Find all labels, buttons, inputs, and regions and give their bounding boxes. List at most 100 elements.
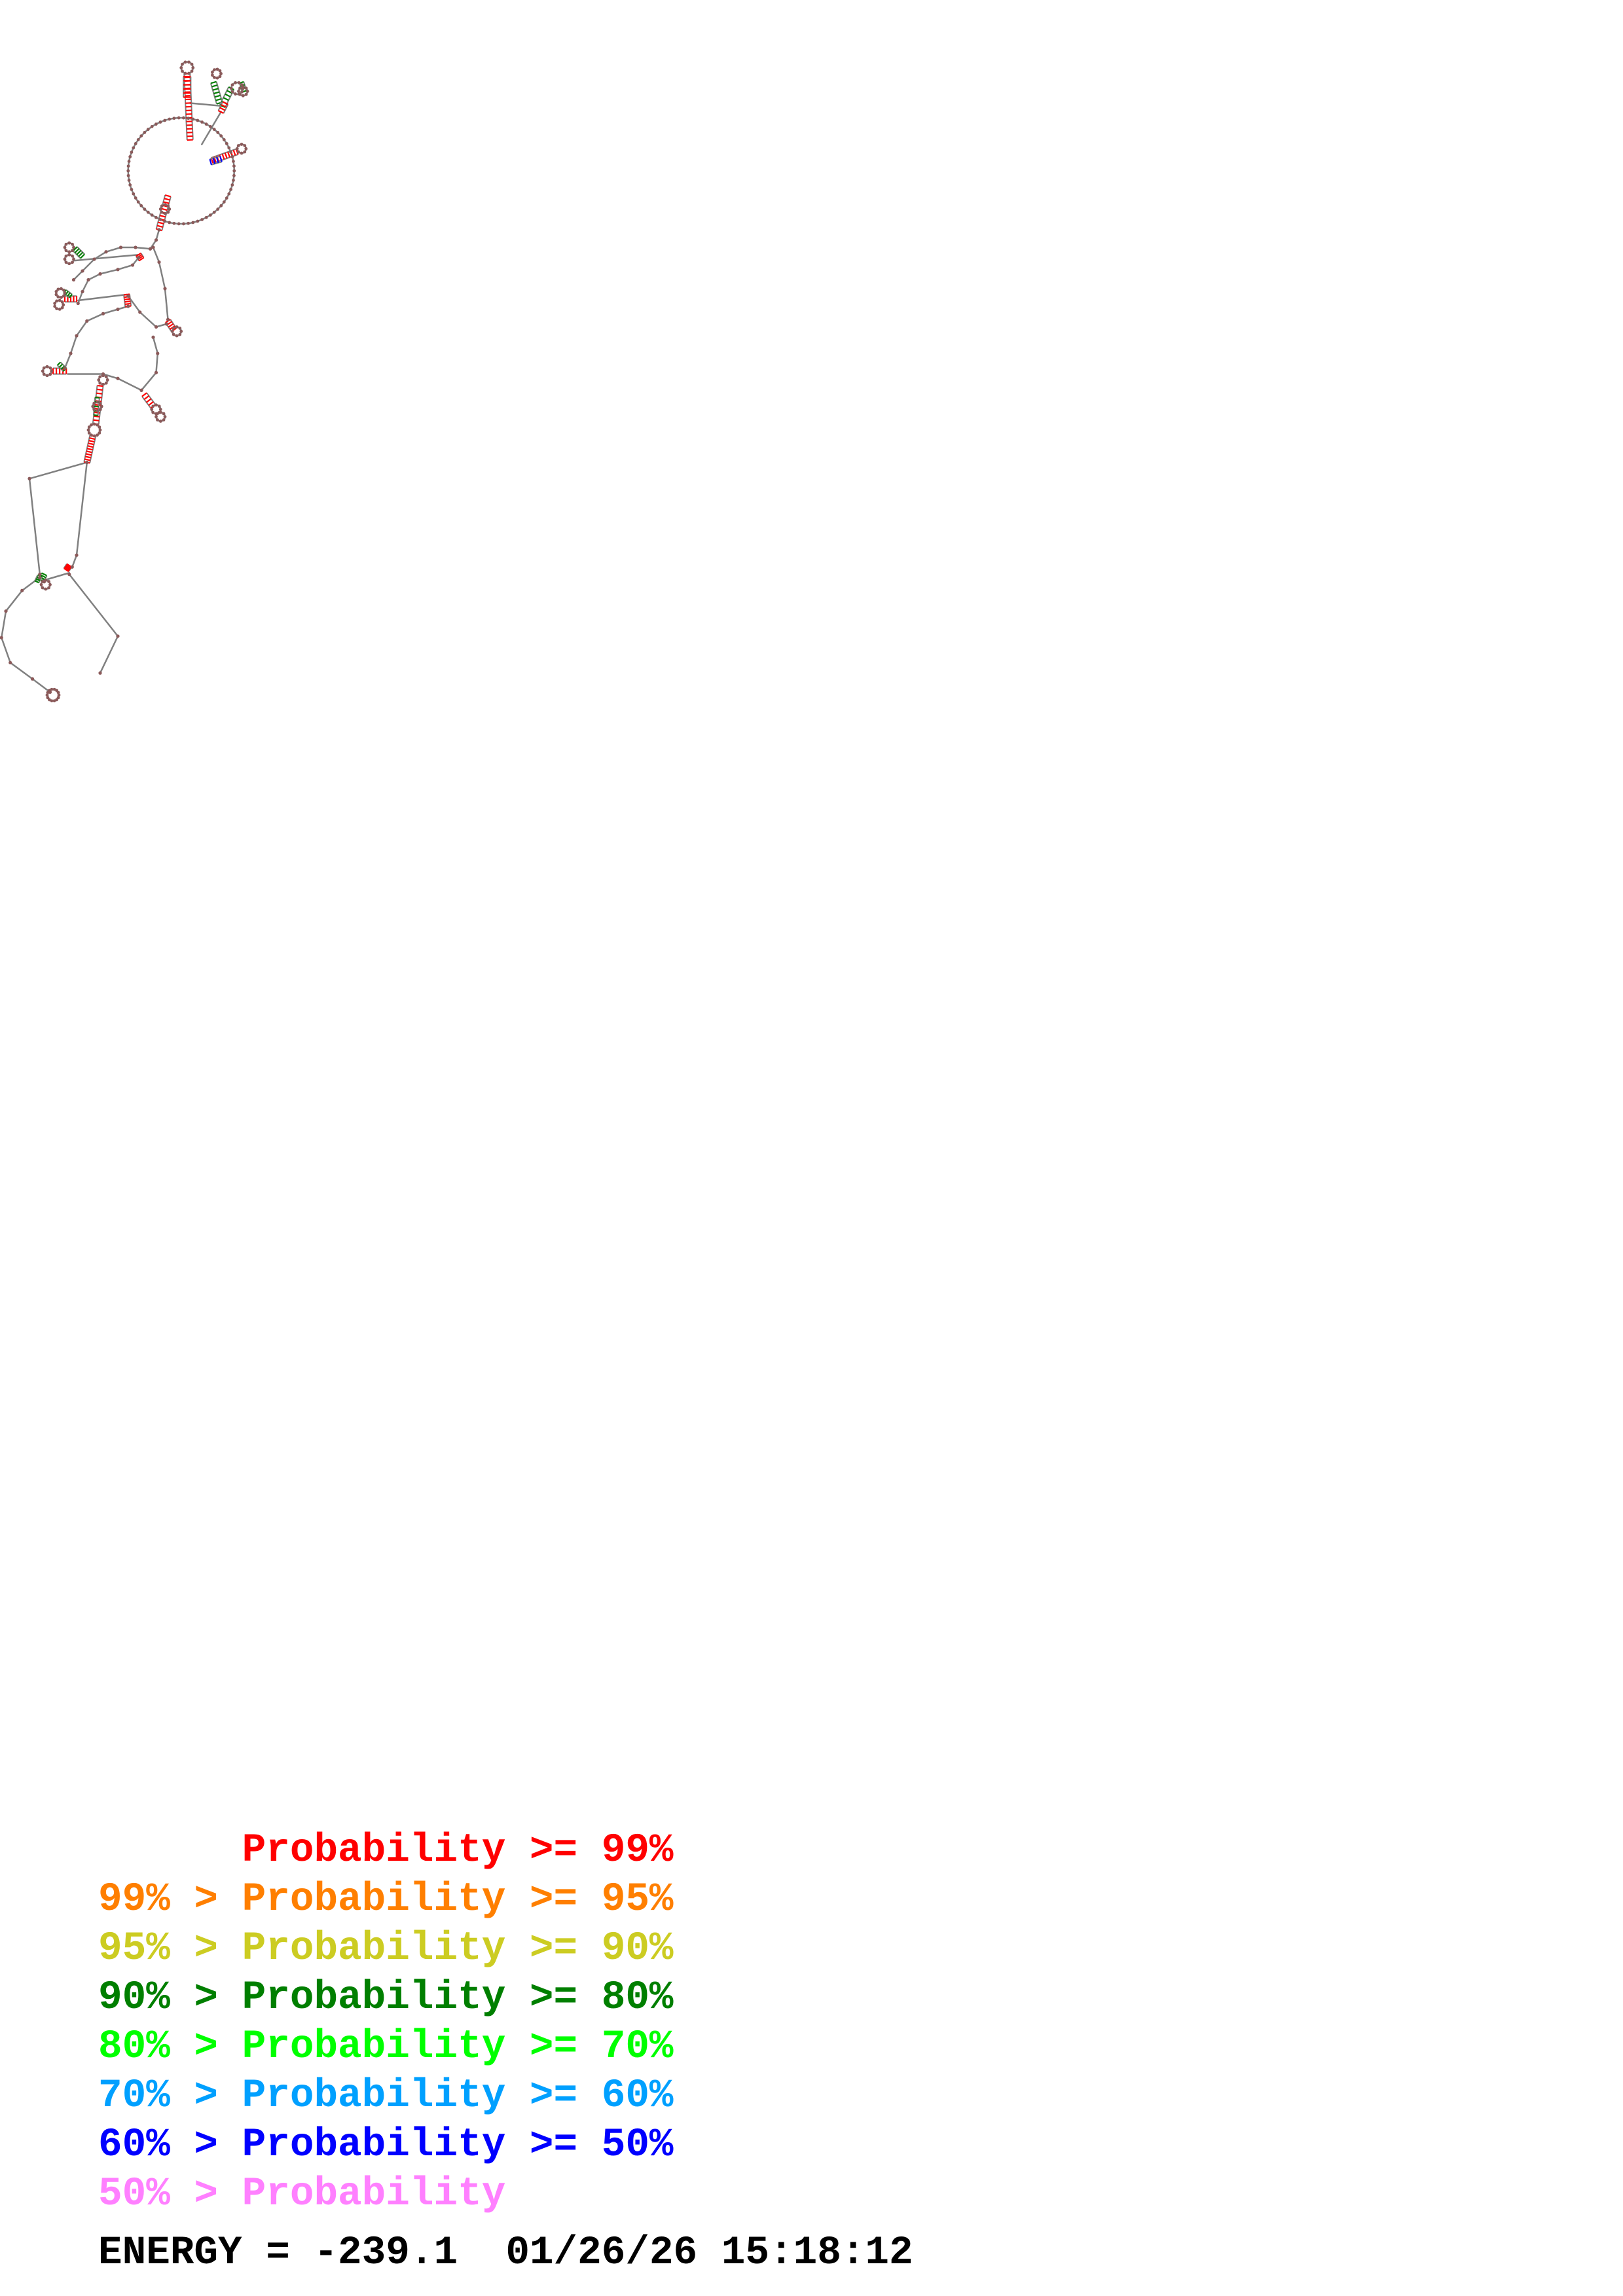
base-node xyxy=(63,257,67,261)
base-node xyxy=(168,207,172,211)
base-node xyxy=(119,245,123,249)
base-node xyxy=(67,241,71,245)
base-node xyxy=(92,434,96,438)
base-node xyxy=(70,565,74,569)
base-pair xyxy=(217,110,225,114)
base-node xyxy=(229,86,233,90)
base-node xyxy=(177,116,181,120)
base-pair xyxy=(136,252,141,257)
base-node xyxy=(54,290,58,293)
base-node xyxy=(128,183,132,187)
base-node xyxy=(50,699,54,703)
base-node xyxy=(232,173,236,177)
base-node xyxy=(139,134,143,138)
base-pair xyxy=(161,207,168,211)
base-node xyxy=(44,587,48,591)
helix-strand xyxy=(211,161,223,166)
base-node xyxy=(160,210,164,214)
helix-strand xyxy=(210,155,221,160)
base-node xyxy=(216,131,220,134)
base-node xyxy=(172,221,176,225)
base-pair xyxy=(163,201,170,204)
base-node xyxy=(98,431,101,435)
base-pair xyxy=(80,253,85,259)
base-node xyxy=(98,375,102,379)
base-node xyxy=(52,687,56,691)
base-node xyxy=(156,418,159,422)
base-node xyxy=(67,262,71,266)
base-node xyxy=(126,304,130,308)
base-node xyxy=(143,207,147,211)
base-node xyxy=(181,116,185,120)
base-node xyxy=(98,671,102,675)
base-node xyxy=(127,160,131,163)
base-pair xyxy=(34,580,39,584)
base-node xyxy=(162,412,166,416)
base-node xyxy=(232,164,236,168)
base-pair xyxy=(168,323,174,328)
base-pair xyxy=(221,104,227,108)
base-node xyxy=(42,366,46,370)
backbone-path xyxy=(71,461,88,568)
base-node xyxy=(56,287,60,291)
base-node xyxy=(58,298,62,302)
energy-value: ENERGY = -239.1 xyxy=(98,2231,458,2276)
base-pair xyxy=(94,405,99,408)
base-node xyxy=(181,69,184,73)
base-node xyxy=(237,81,241,84)
base-node xyxy=(166,204,170,208)
base-node xyxy=(156,351,160,355)
base-node xyxy=(156,412,159,416)
base-node xyxy=(190,62,194,66)
base-pair xyxy=(63,567,69,573)
base-node xyxy=(55,307,59,310)
base-node xyxy=(30,677,35,681)
base-node xyxy=(158,420,162,423)
base-node xyxy=(178,327,182,330)
base-pair xyxy=(85,453,92,456)
base-node xyxy=(75,553,79,557)
base-pair xyxy=(124,300,131,303)
base-pair xyxy=(58,363,64,368)
backbone-path xyxy=(64,305,130,369)
base-node xyxy=(98,381,102,385)
base-pair xyxy=(214,94,221,98)
base-node xyxy=(241,85,245,89)
base-node xyxy=(158,218,162,221)
base-node xyxy=(151,245,155,249)
base-node xyxy=(96,433,99,437)
structure-bases xyxy=(0,60,249,703)
base-node xyxy=(60,295,63,299)
base-node xyxy=(45,374,49,378)
base-pair xyxy=(87,445,94,448)
base-node xyxy=(54,293,58,296)
base-node xyxy=(238,92,242,96)
base-node xyxy=(227,192,231,196)
base-node xyxy=(57,693,61,697)
base-pair xyxy=(210,81,217,84)
base-node xyxy=(0,636,3,639)
base-node xyxy=(45,693,49,697)
base-pair xyxy=(88,442,94,446)
base-node xyxy=(87,425,91,429)
base-node xyxy=(222,137,226,141)
backbone-path xyxy=(73,228,160,281)
legend-line: 99% > Probability >= 95% xyxy=(98,1877,674,1922)
base-node xyxy=(163,118,167,122)
base-node xyxy=(200,120,204,124)
base-pair xyxy=(65,565,71,570)
backbone-path xyxy=(140,336,159,391)
base-node xyxy=(136,137,140,141)
base-node xyxy=(85,319,89,323)
base-node xyxy=(62,289,65,292)
base-node xyxy=(204,122,208,126)
base-node xyxy=(240,151,244,155)
base-pair xyxy=(219,107,226,111)
base-node xyxy=(154,238,158,242)
base-pair xyxy=(89,437,96,440)
base-node xyxy=(150,124,154,128)
base-node xyxy=(235,147,239,151)
base-node xyxy=(96,409,99,413)
base-node xyxy=(236,150,240,154)
base-pair xyxy=(209,158,213,166)
